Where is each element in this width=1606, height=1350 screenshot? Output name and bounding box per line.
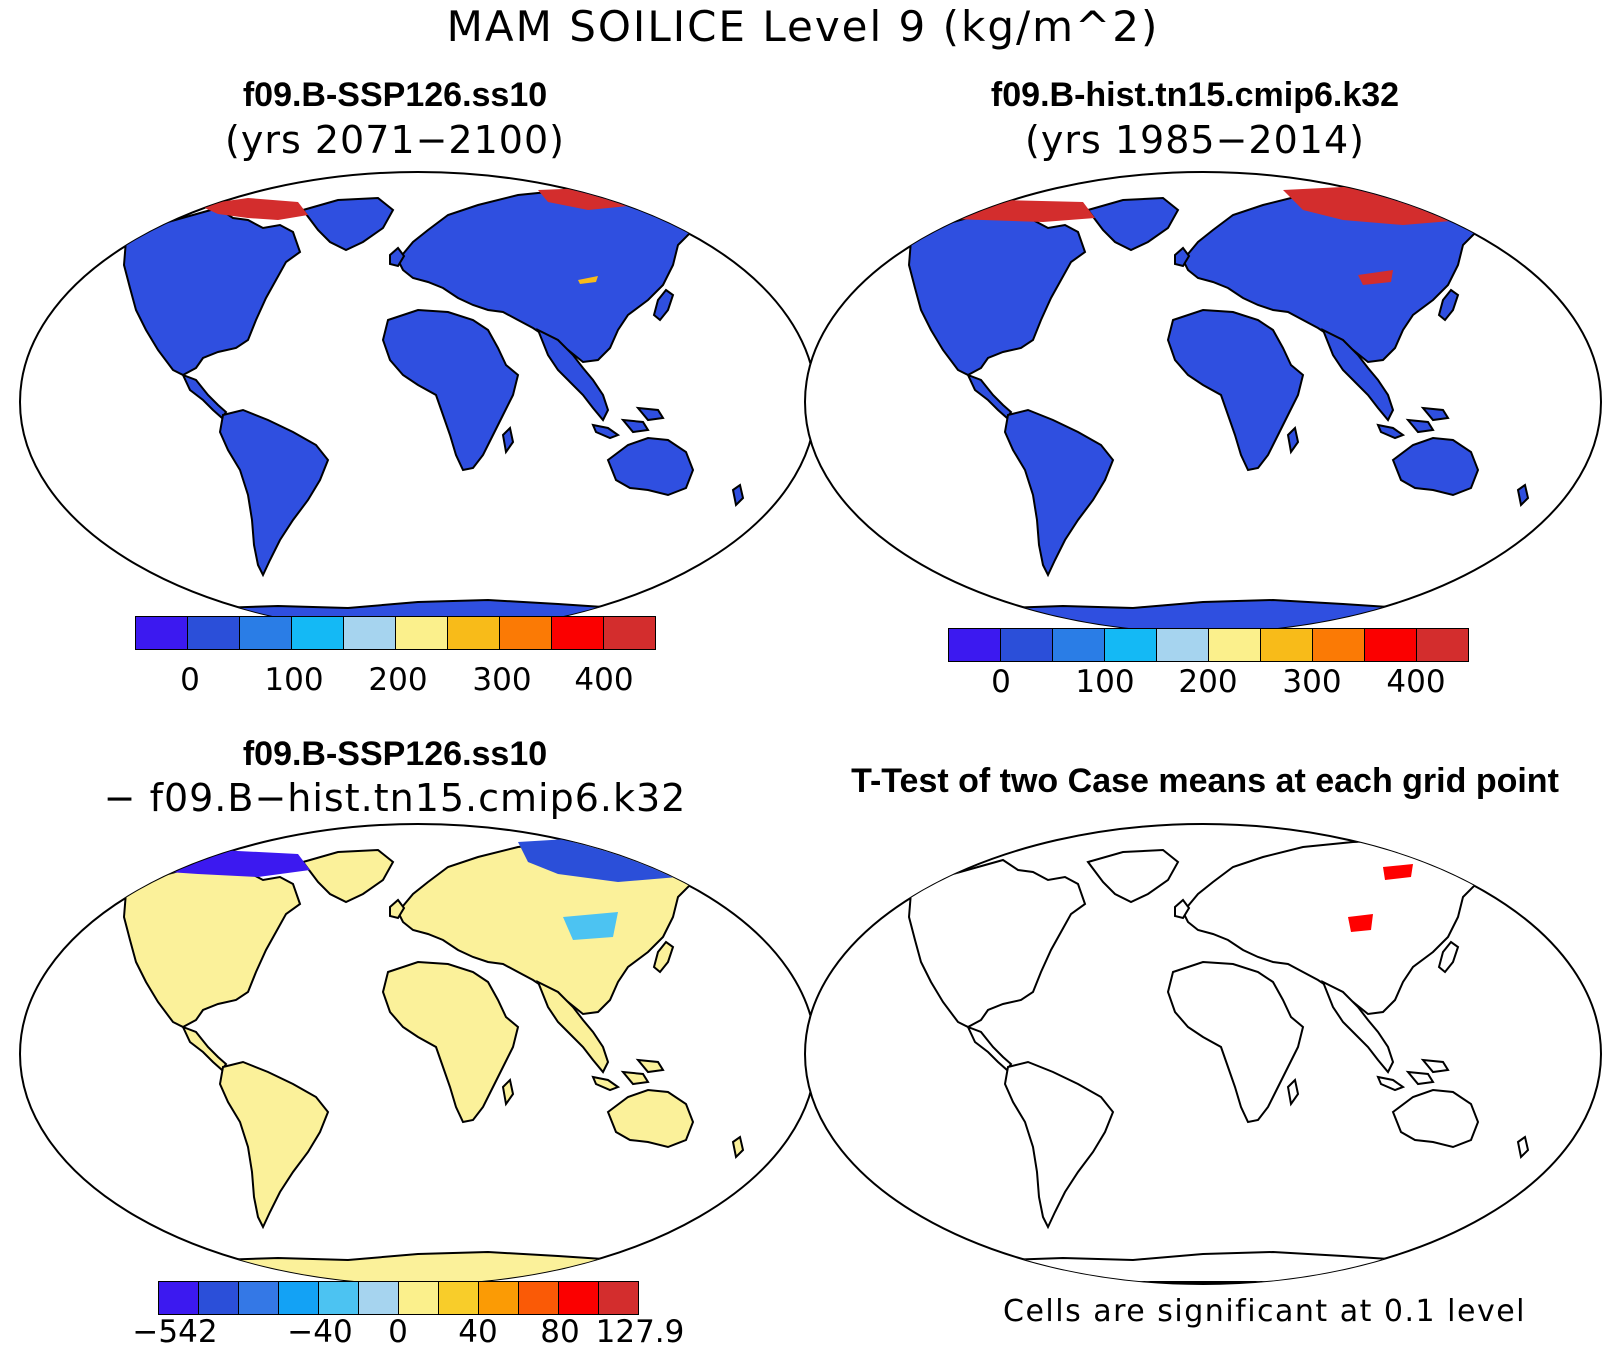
- significance-note: Cells are significant at 0.1 level: [1003, 1294, 1527, 1329]
- map-bottom-left: [19, 823, 817, 1285]
- colorbar-swatch: [359, 1282, 399, 1314]
- ice-patch-na: [198, 198, 308, 220]
- colorbar-tick-label: −542: [132, 1314, 218, 1350]
- colorbar-top-right: [948, 628, 1469, 662]
- colorbar-swatch: [292, 617, 344, 649]
- colorbar-swatch: [1261, 629, 1313, 661]
- ice-patch-tibet: [578, 276, 598, 284]
- colorbar-swatch: [552, 617, 604, 649]
- diff-patch-tibet: [563, 912, 618, 940]
- colorbar-swatch: [949, 629, 1001, 661]
- colorbar-swatch: [396, 617, 448, 649]
- panel-top-left-subtitle: (yrs 2071−2100): [225, 118, 565, 162]
- panel-top-right-subtitle: (yrs 1985−2014): [1025, 118, 1365, 162]
- panel-top-left-title: f09.B-SSP126.ss10: [242, 76, 548, 114]
- colorbar-swatch: [519, 1282, 559, 1314]
- colorbar-tick-label: 300: [472, 662, 532, 698]
- colorbar-swatch: [199, 1282, 239, 1314]
- significant-cells-tibet: [1348, 914, 1373, 932]
- colorbar-tick-label: 0: [991, 664, 1011, 700]
- panel-top-right-title: f09.B-hist.tn15.cmip6.k32: [990, 76, 1400, 114]
- map-top-right: [804, 171, 1602, 633]
- colorbar-tick-label: −40: [287, 1314, 353, 1350]
- colorbar-swatch: [604, 617, 655, 649]
- colorbar-tick-label: 80: [540, 1314, 580, 1350]
- colorbar-tick-label: 400: [1386, 664, 1446, 700]
- colorbar-tick-label: 200: [368, 662, 428, 698]
- colorbar-tick-label: 100: [264, 662, 324, 698]
- colorbar-swatch: [599, 1282, 638, 1314]
- colorbar-swatch: [239, 1282, 279, 1314]
- colorbar-swatch: [448, 617, 500, 649]
- colorbar-swatch: [1157, 629, 1209, 661]
- colorbar-bottom-left: [158, 1281, 639, 1315]
- colorbar-swatch: [1053, 629, 1105, 661]
- ice-patch-tibet: [1358, 270, 1393, 285]
- colorbar-swatch: [1209, 629, 1261, 661]
- map-bottom-right: [804, 823, 1602, 1285]
- colorbar-tick-label: 0: [180, 662, 200, 698]
- panel-bottom-left-subtitle: − f09.B−hist.tn15.cmip6.k32: [103, 776, 687, 820]
- panel-bottom-left-title: f09.B-SSP126.ss10: [242, 735, 548, 773]
- colorbar-tick-label: 100: [1075, 664, 1135, 700]
- colorbar-swatch: [500, 617, 552, 649]
- colorbar-swatch: [1105, 629, 1157, 661]
- colorbar-top-left: [135, 616, 656, 650]
- colorbar-swatch: [279, 1282, 319, 1314]
- colorbar-swatch: [479, 1282, 519, 1314]
- figure-title: MAM SOILICE Level 9 (kg/m^2): [446, 2, 1160, 51]
- diff-patch-na: [118, 850, 310, 877]
- colorbar-swatch: [399, 1282, 439, 1314]
- colorbar-swatch: [136, 617, 188, 649]
- colorbar-tick-label: 200: [1178, 664, 1238, 700]
- colorbar-tick-label: 127.9: [595, 1314, 685, 1350]
- colorbar-swatch: [1313, 629, 1365, 661]
- colorbar-swatch: [319, 1282, 359, 1314]
- colorbar-tick-label: 400: [574, 662, 634, 698]
- colorbar-swatch: [439, 1282, 479, 1314]
- map-top-left: [19, 171, 817, 633]
- colorbar-swatch: [159, 1282, 199, 1314]
- colorbar-tick-label: 0: [388, 1314, 408, 1350]
- panel-bottom-right-title: T-Test of two Case means at each grid po…: [851, 762, 1559, 800]
- colorbar-tick-label: 300: [1282, 664, 1342, 700]
- ice-patch-na: [903, 200, 1095, 222]
- colorbar-swatch: [559, 1282, 599, 1314]
- colorbar-swatch: [240, 617, 292, 649]
- significant-cells-siberia: [1383, 864, 1413, 880]
- colorbar-swatch: [344, 617, 396, 649]
- colorbar-swatch: [1001, 629, 1053, 661]
- colorbar-tick-label: 40: [458, 1314, 498, 1350]
- colorbar-swatch: [1365, 629, 1417, 661]
- colorbar-swatch: [188, 617, 240, 649]
- colorbar-swatch: [1417, 629, 1468, 661]
